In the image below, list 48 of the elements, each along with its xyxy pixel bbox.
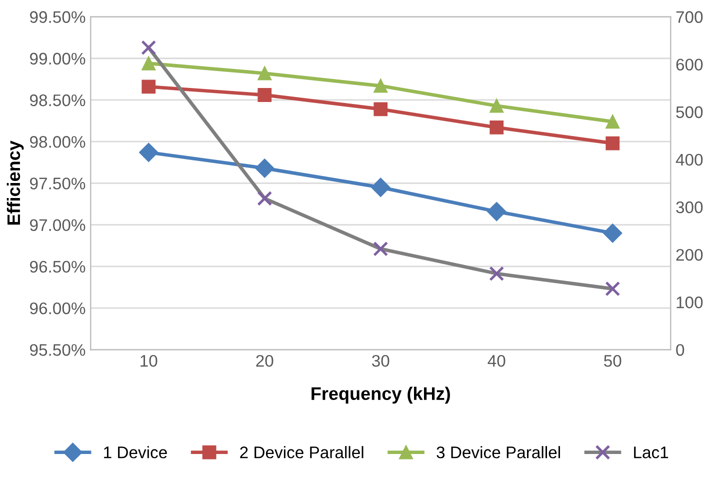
x-tick-label: 30 <box>372 354 390 367</box>
y2-tick-label: 600 <box>676 58 703 71</box>
point <box>371 178 390 197</box>
point <box>490 98 504 113</box>
y-tick-label: 96.50% <box>30 260 86 273</box>
y2-tick-label: 400 <box>676 154 703 166</box>
legend-label: 3 Device Parallel <box>436 446 560 458</box>
y2-tick-label: 100 <box>676 296 703 308</box>
y2-tick-label: 300 <box>676 201 703 214</box>
x-axis-title: Frequency (kHz) <box>312 386 450 404</box>
point <box>374 102 388 116</box>
point <box>142 56 156 70</box>
point <box>603 224 622 243</box>
y-tick-label: 96.00% <box>30 302 86 314</box>
point <box>606 114 620 129</box>
y-tick-label: 95.50% <box>30 344 86 356</box>
y2-tick-label: 700 <box>676 11 703 23</box>
y-tick-label: 97.50% <box>30 178 86 190</box>
point <box>255 158 274 178</box>
legend-label: Lac1 <box>634 446 668 458</box>
point <box>487 202 506 222</box>
point <box>606 136 620 150</box>
point <box>489 266 504 282</box>
point <box>374 78 388 93</box>
y-tick-label: 99.50% <box>30 11 86 23</box>
y2-tick-label: 500 <box>676 106 703 118</box>
legend-label: 1 Device <box>104 446 167 458</box>
point <box>605 281 620 296</box>
y-axis-title: Efficiency <box>6 140 24 225</box>
point <box>258 88 272 102</box>
point <box>490 120 504 134</box>
point <box>142 80 156 94</box>
legend-label: 2 Device Parallel <box>240 446 364 458</box>
point <box>258 66 272 80</box>
y-tick-label: 99.00% <box>30 52 86 65</box>
point <box>373 241 388 256</box>
y-tick-label: 98.50% <box>30 94 86 106</box>
y-tick-label: 97.00% <box>30 219 86 232</box>
x-tick-label: 10 <box>140 354 158 367</box>
y-tick-label: 98.00% <box>30 136 86 148</box>
y2-tick-label: 200 <box>676 248 703 261</box>
x-tick-label: 40 <box>488 354 506 367</box>
point <box>141 40 156 56</box>
x-tick-label: 50 <box>604 354 622 367</box>
point <box>257 190 272 206</box>
y2-tick-label: 0 <box>676 344 684 356</box>
x-tick-label: 20 <box>256 354 274 367</box>
point <box>139 142 158 162</box>
